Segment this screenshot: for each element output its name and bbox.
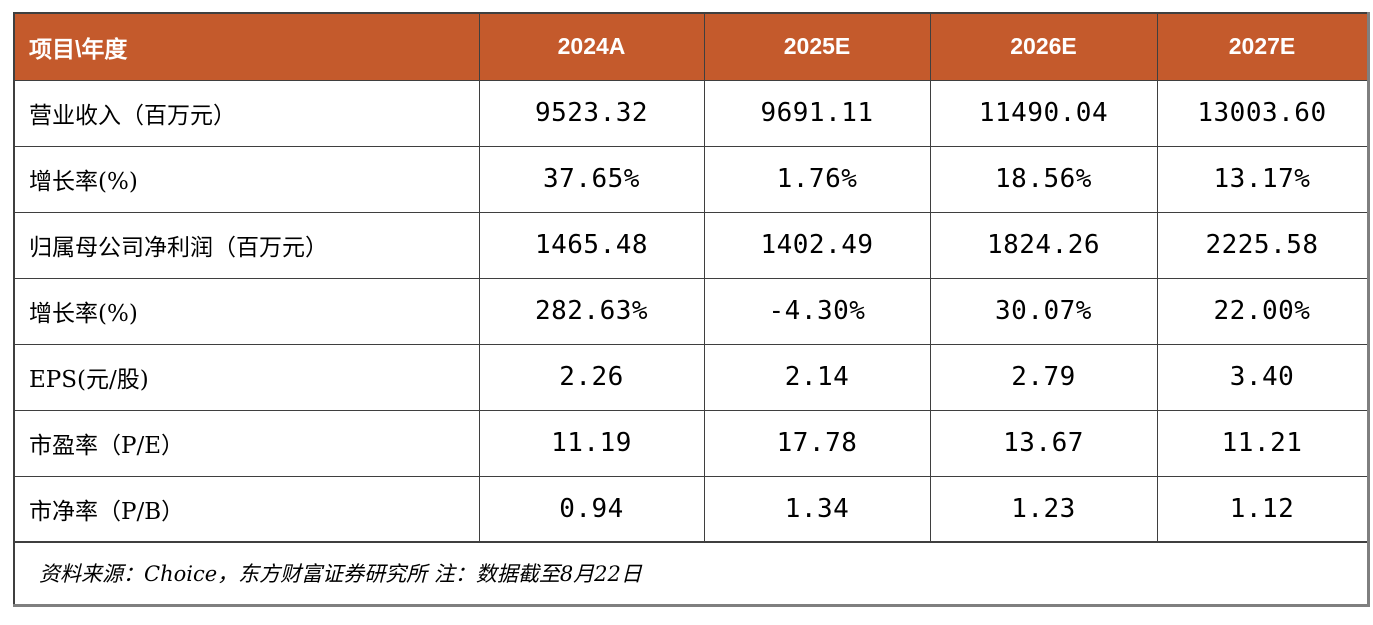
table-row-profit-growth: 增长率(%) 282.63% -4.30% 30.07% 22.00% bbox=[13, 277, 1369, 345]
row-label: 市盈率（P/E） bbox=[13, 409, 480, 477]
table-row-eps: EPS(元/股) 2.26 2.14 2.79 3.40 bbox=[13, 343, 1369, 411]
value-cell: 11.19 bbox=[478, 409, 705, 477]
row-label: 增长率(%) bbox=[13, 145, 480, 213]
table-row-net-profit: 归属母公司净利润（百万元） 1465.48 1402.49 1824.26 22… bbox=[13, 211, 1369, 279]
value-cell: 2.26 bbox=[478, 343, 705, 411]
value-cell: 13003.60 bbox=[1156, 79, 1369, 147]
data-source-note: 资料来源：Choice，东方财富证券研究所 注：数据截至8月22日 bbox=[13, 541, 1369, 606]
header-cell-2025e: 2025E bbox=[703, 12, 931, 81]
table-row-pe: 市盈率（P/E） 11.19 17.78 13.67 11.21 bbox=[13, 409, 1369, 477]
footer-row: 资料来源：Choice，东方财富证券研究所 注：数据截至8月22日 bbox=[13, 541, 1369, 606]
value-cell: 18.56% bbox=[929, 145, 1158, 213]
value-cell: 1465.48 bbox=[478, 211, 705, 279]
row-label: 增长率(%) bbox=[13, 277, 480, 345]
value-cell: 2.14 bbox=[703, 343, 931, 411]
row-label: 市净率（P/B） bbox=[13, 475, 480, 543]
row-label: 归属母公司净利润（百万元） bbox=[13, 211, 480, 279]
value-cell: 1.12 bbox=[1156, 475, 1369, 543]
table-row-revenue: 营业收入（百万元） 9523.32 9691.11 11490.04 13003… bbox=[13, 79, 1369, 147]
value-cell: 1.76% bbox=[703, 145, 931, 213]
value-cell: 9691.11 bbox=[703, 79, 931, 147]
value-cell: 17.78 bbox=[703, 409, 931, 477]
value-cell: 22.00% bbox=[1156, 277, 1369, 345]
value-cell: 37.65% bbox=[478, 145, 705, 213]
table-row-pb: 市净率（P/B） 0.94 1.34 1.23 1.12 bbox=[13, 475, 1369, 543]
header-cell-2027e: 2027E bbox=[1156, 12, 1369, 81]
value-cell: -4.30% bbox=[703, 277, 931, 345]
value-cell: 1402.49 bbox=[703, 211, 931, 279]
value-cell: 0.94 bbox=[478, 475, 705, 543]
value-cell: 11.21 bbox=[1156, 409, 1369, 477]
table-row-revenue-growth: 增长率(%) 37.65% 1.76% 18.56% 13.17% bbox=[13, 145, 1369, 213]
value-cell: 13.67 bbox=[929, 409, 1158, 477]
value-cell: 3.40 bbox=[1156, 343, 1369, 411]
header-cell-2024a: 2024A bbox=[478, 12, 705, 81]
value-cell: 2225.58 bbox=[1156, 211, 1369, 279]
value-cell: 9523.32 bbox=[478, 79, 705, 147]
row-label: EPS(元/股) bbox=[13, 343, 480, 411]
value-cell: 282.63% bbox=[478, 277, 705, 345]
financial-forecast-table: 项目\年度 2024A 2025E 2026E 2027E 营业收入（百万元） … bbox=[13, 12, 1370, 607]
value-cell: 1.34 bbox=[703, 475, 931, 543]
header-row: 项目\年度 2024A 2025E 2026E 2027E bbox=[13, 12, 1369, 81]
header-cell-2026e: 2026E bbox=[929, 12, 1158, 81]
row-label: 营业收入（百万元） bbox=[13, 79, 480, 147]
value-cell: 11490.04 bbox=[929, 79, 1158, 147]
value-cell: 2.79 bbox=[929, 343, 1158, 411]
header-cell-item-year: 项目\年度 bbox=[13, 12, 480, 81]
value-cell: 30.07% bbox=[929, 277, 1158, 345]
value-cell: 1.23 bbox=[929, 475, 1158, 543]
value-cell: 13.17% bbox=[1156, 145, 1369, 213]
value-cell: 1824.26 bbox=[929, 211, 1158, 279]
